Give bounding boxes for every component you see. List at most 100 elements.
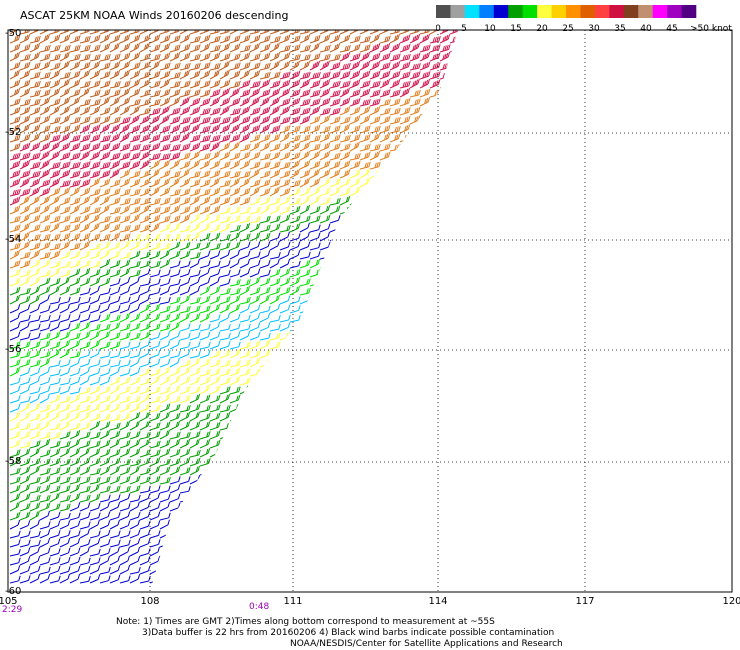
wind-barb [159, 466, 171, 476]
wind-barb [189, 332, 201, 341]
wind-barb [239, 412, 251, 422]
wind-barb [239, 368, 251, 377]
wind-barb [39, 350, 51, 359]
wind-barb [259, 204, 270, 215]
wind-barb [239, 124, 251, 134]
wind-barb [329, 215, 341, 224]
wind-barb [439, 214, 451, 224]
wind-barb [299, 150, 311, 161]
wind-barb [429, 278, 441, 287]
wind-barb [369, 430, 381, 440]
wind-barb [289, 269, 301, 278]
wind-barb [449, 499, 458, 503]
wind-barb [249, 115, 261, 125]
wind-barb [29, 35, 41, 44]
wind-barb [159, 78, 171, 89]
wind-barb [209, 303, 221, 314]
wind-barb [460, 34, 470, 43]
wind-barb [199, 170, 211, 179]
wind-barb [259, 142, 271, 152]
wind-barb [59, 51, 70, 62]
map-title: ASCAT 25KM NOAA Winds 20160206 descendin… [20, 9, 289, 22]
wind-barb [49, 278, 61, 287]
wind-barb [229, 430, 241, 440]
note-line-2: 3)Data buffer is 22 hrs from 20160206 4)… [142, 628, 555, 638]
wind-barb [299, 538, 311, 548]
wind-barb [259, 215, 271, 224]
wind-barb [189, 539, 201, 548]
wind-barb [269, 252, 281, 260]
wind-barb [69, 287, 81, 296]
wind-barb [419, 448, 431, 458]
wind-barb [229, 123, 241, 134]
wind-barb [179, 323, 191, 332]
wind-barb [299, 215, 311, 224]
wind-barb [419, 574, 431, 584]
wind-barb [229, 108, 241, 116]
wind-barb [109, 350, 121, 359]
wind-barb [69, 358, 81, 368]
wind-barb [309, 350, 321, 359]
wind-barb [49, 440, 61, 449]
wind-barb [189, 159, 201, 170]
wind-barb [189, 70, 201, 80]
wind-barb [169, 395, 181, 404]
wind-barb [19, 575, 31, 584]
scale-tick-label: 5 [461, 24, 467, 34]
wind-barb [29, 565, 41, 575]
wind-barb [229, 258, 240, 269]
wind-barb [460, 43, 469, 52]
wind-barb [219, 304, 231, 314]
wind-barb [299, 259, 311, 269]
wind-barb [449, 447, 458, 458]
wind-barb [69, 466, 81, 476]
wind-barb [199, 143, 211, 152]
wind-barb [249, 241, 261, 251]
wind-barb [209, 260, 221, 269]
wind-barb [399, 141, 410, 152]
scale-swatch [638, 5, 653, 18]
wind-barb [449, 411, 458, 422]
wind-barb [329, 485, 341, 494]
wind-barb [249, 96, 260, 107]
wind-barb [339, 530, 351, 539]
wind-barb [149, 313, 161, 323]
wind-barb [99, 249, 110, 260]
wind-barb [319, 512, 331, 521]
wind-barb [239, 402, 250, 413]
wind-barb [99, 448, 111, 458]
wind-barb [289, 393, 301, 404]
wind-barb [79, 187, 91, 197]
wind-barb [59, 538, 71, 548]
wind-barb [159, 565, 171, 575]
wind-barb [389, 197, 401, 206]
wind-barb [39, 286, 51, 296]
wind-barb [319, 241, 331, 251]
wind-barb [449, 445, 458, 449]
wind-barb [289, 89, 301, 98]
wind-swath [9, 30, 470, 584]
wind-barb [19, 321, 30, 332]
wind-barb [329, 466, 341, 476]
wind-barb [49, 431, 61, 440]
wind-barb [239, 529, 251, 539]
wind-barb [329, 62, 341, 71]
wind-barb [229, 574, 241, 584]
wind-barb [269, 376, 281, 386]
wind-barb [149, 214, 161, 224]
wind-barb [219, 323, 231, 332]
wind-barb [309, 160, 321, 170]
note-line-3: NOAA/NESDIS/Center for Satellite Applica… [290, 639, 563, 649]
wind-barb [460, 261, 470, 268]
wind-barb [249, 268, 261, 278]
wind-barb [39, 557, 51, 566]
wind-barb [179, 80, 191, 89]
wind-barb [439, 494, 451, 503]
wind-barb [409, 132, 420, 143]
wind-barb [329, 476, 341, 485]
wind-barb [269, 115, 281, 125]
wind-barb [69, 556, 81, 566]
wind-barb [19, 115, 31, 125]
wind-barb [429, 331, 441, 341]
wind-barb [339, 160, 351, 170]
